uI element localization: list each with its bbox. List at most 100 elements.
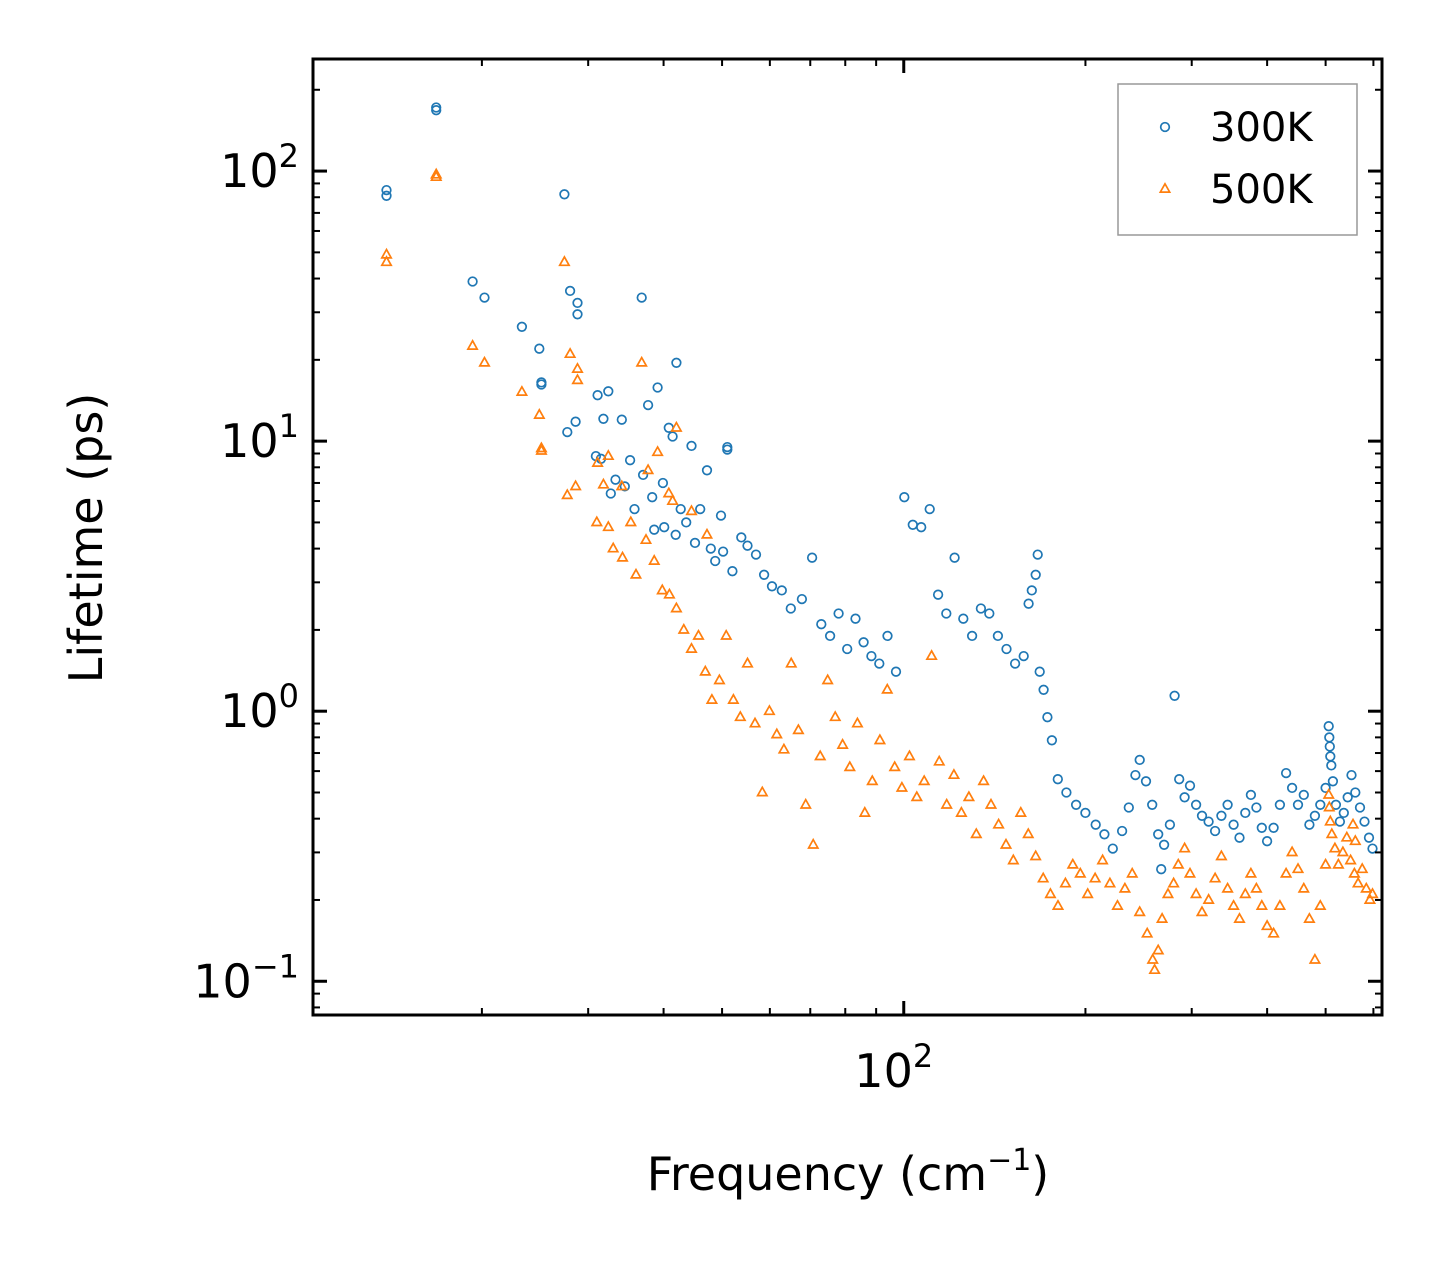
data-point-300K xyxy=(1323,721,1334,732)
data-point-300K xyxy=(572,309,583,320)
data-point-300K xyxy=(785,603,796,614)
data-point-500K xyxy=(466,339,479,350)
data-point-300K xyxy=(758,569,770,580)
data-point-500K xyxy=(571,362,584,373)
data-point-300K xyxy=(659,522,670,533)
data-point-300K xyxy=(1286,782,1298,794)
data-point-300K xyxy=(1292,799,1304,810)
data-point-500K xyxy=(705,693,719,704)
data-point-300K xyxy=(559,189,570,200)
data-point-500K xyxy=(1118,881,1132,893)
data-point-500K xyxy=(933,754,946,766)
series-300K xyxy=(381,102,1378,875)
data-point-500K xyxy=(1195,905,1209,917)
data-point-300K xyxy=(1261,836,1273,847)
data-point-300K xyxy=(1061,787,1072,798)
data-point-300K xyxy=(479,292,490,303)
data-point-500K xyxy=(1239,887,1252,899)
data-point-500K xyxy=(1155,912,1169,923)
data-point-500K xyxy=(602,449,615,461)
data-point-500K xyxy=(685,504,698,516)
data-point-300K xyxy=(1123,802,1134,813)
y-tick-label: 10−1 xyxy=(193,947,299,1008)
data-point-300K xyxy=(816,619,827,630)
data-point-300K xyxy=(564,285,576,297)
data-point-500K xyxy=(629,567,643,579)
data-point-500K xyxy=(615,479,628,491)
x-axis-title: Frequency (cm−1) xyxy=(647,1143,1050,1201)
data-point-300K xyxy=(1342,792,1353,803)
data-point-300K xyxy=(806,552,818,563)
data-point-300K xyxy=(1346,769,1357,781)
y-tick-label: 101 xyxy=(220,407,299,468)
data-point-500K xyxy=(635,355,648,367)
data-point-500K xyxy=(1323,800,1336,812)
data-point-500K xyxy=(873,733,887,745)
data-point-300K xyxy=(890,666,902,677)
data-point-300K xyxy=(616,414,627,425)
data-point-300K xyxy=(1158,839,1170,850)
data-point-500K xyxy=(1340,830,1353,842)
data-point-500K xyxy=(1356,862,1369,874)
data-point-300K xyxy=(1023,598,1034,609)
legend-entry-300K: 300K xyxy=(1159,105,1314,151)
data-point-300K xyxy=(916,522,927,533)
data-point-500K xyxy=(910,790,923,802)
y-axis-title: Lifetime (ps) xyxy=(59,393,113,684)
data-point-500K xyxy=(741,656,754,668)
data-point-300K xyxy=(1038,684,1049,695)
data-point-300K xyxy=(1222,799,1233,810)
data-point-500K xyxy=(1133,905,1146,917)
data-point-300K xyxy=(1363,832,1375,843)
data-point-300K xyxy=(1203,816,1214,827)
data-point-300K xyxy=(1280,767,1292,779)
data-point-500K xyxy=(888,760,901,772)
data-point-300K xyxy=(710,555,721,567)
data-point-300K xyxy=(1030,569,1041,580)
data-point-300K xyxy=(776,585,787,596)
data-point-500K xyxy=(814,749,827,761)
data-point-500K xyxy=(858,805,871,817)
data-point-500K xyxy=(616,550,629,562)
data-point-500K xyxy=(597,477,610,489)
data-point-300K xyxy=(766,581,778,592)
data-point-500K xyxy=(607,541,620,553)
data-point-500K xyxy=(734,710,747,722)
data-point-300K xyxy=(992,630,1004,642)
data-point-500K xyxy=(727,693,740,704)
data-point-500K xyxy=(1074,866,1087,878)
data-point-300K xyxy=(1327,776,1339,787)
data-point-500K xyxy=(895,780,909,792)
data-point-500K xyxy=(685,642,698,653)
data-point-300K xyxy=(1130,769,1141,781)
data-point-300K xyxy=(1179,792,1190,803)
data-point-300K xyxy=(1354,802,1366,813)
data-point-500K xyxy=(1308,952,1322,964)
data-point-300K xyxy=(1367,843,1378,854)
data-point-500K xyxy=(648,554,661,565)
data-point-300K xyxy=(619,481,630,492)
data-point-300K xyxy=(1326,760,1337,771)
data-point-500K xyxy=(1146,952,1159,964)
data-point-500K xyxy=(1007,853,1020,865)
data-point-300K xyxy=(624,455,636,466)
data-point-300K xyxy=(1209,825,1221,837)
data-point-300K xyxy=(1274,799,1286,810)
data-point-300K xyxy=(874,658,885,669)
data-point-500K xyxy=(1183,866,1197,878)
data-point-300K xyxy=(562,426,573,438)
data-point-300K xyxy=(736,532,747,543)
data-point-500K xyxy=(478,355,491,367)
data-point-300K xyxy=(1228,819,1239,830)
data-point-300K xyxy=(681,517,692,528)
data-point-300K xyxy=(750,549,762,560)
data-point-300K xyxy=(858,637,869,648)
data-point-500K xyxy=(1167,876,1180,888)
data-point-500K xyxy=(430,167,443,179)
data-point-300K xyxy=(467,276,478,287)
data-point-300K xyxy=(796,593,808,605)
x-tick-label: 102 xyxy=(854,1037,933,1098)
data-point-300K xyxy=(570,416,581,427)
data-point-300K xyxy=(1156,864,1167,875)
data-point-500K xyxy=(1172,857,1185,869)
